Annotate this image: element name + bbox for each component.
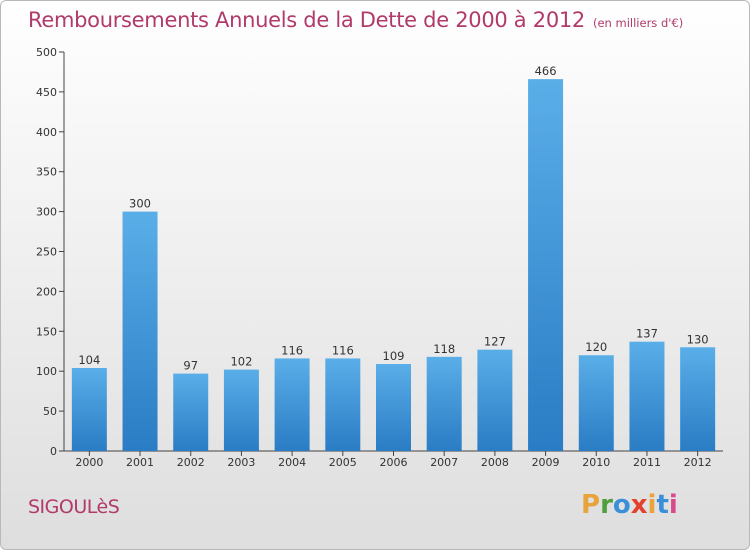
y-tick-label: 300 (36, 206, 57, 219)
value-label-2012: 130 (687, 332, 709, 346)
chart-title-main: Remboursements Annuels de la Dette de 20… (28, 8, 585, 32)
value-label-2007: 118 (433, 342, 455, 356)
bar-2000 (71, 368, 107, 451)
bar-2010 (578, 355, 614, 451)
bar-2003 (223, 369, 259, 451)
x-tick-label-2006: 2006 (380, 456, 408, 469)
bar-2006 (376, 364, 411, 451)
y-tick-label: 0 (50, 445, 57, 458)
value-label-2010: 120 (585, 340, 607, 354)
axes: 0 50 100 150 200 250 300 350 400 450 500 2000 2001 20… (36, 46, 723, 469)
value-label-2004: 116 (281, 343, 303, 357)
bar-2002 (173, 373, 209, 451)
bar-2004 (274, 358, 310, 451)
value-label-2008: 127 (484, 335, 506, 349)
logo-letter: o (612, 490, 631, 520)
x-tick-label-2004: 2004 (278, 456, 306, 469)
y-tick-label: 350 (36, 166, 57, 179)
value-label-2009: 466 (535, 64, 557, 78)
y-tick-label: 400 (36, 126, 57, 139)
value-label-2003: 102 (230, 355, 252, 369)
logo-letter: i (668, 490, 678, 520)
chart-title-unit: (en milliers d'€) (593, 16, 684, 30)
x-tick-label-2001: 2001 (126, 456, 154, 469)
y-tick-label: 150 (36, 325, 57, 338)
town-name: SIGOULèS (28, 496, 120, 518)
logo-letter: P (581, 490, 601, 520)
y-tick-label: 200 (36, 285, 57, 298)
bar-2005 (325, 358, 361, 451)
y-tick-label: 100 (36, 365, 57, 378)
logo-letter: r (600, 490, 613, 520)
y-tick-label: 450 (36, 86, 57, 99)
value-label-2006: 109 (383, 349, 405, 363)
x-tick-label-2008: 2008 (481, 456, 509, 469)
value-labels: 104 300 97 102 116 116 109 118 127 466 120 137 130 (78, 64, 708, 372)
x-tick-label-2000: 2000 (75, 456, 103, 469)
proxiti-logo: Proxiti (581, 490, 678, 520)
bar-2012 (680, 347, 716, 451)
bar-2009 (528, 79, 564, 451)
x-tick-label-2010: 2010 (582, 456, 610, 469)
value-label-2000: 104 (78, 353, 100, 367)
x-tick-label-2012: 2012 (684, 456, 712, 469)
bar-2001 (122, 211, 158, 451)
logo-letter: t (656, 490, 669, 520)
x-tick-label-2009: 2009 (532, 456, 560, 469)
x-tick-label-2003: 2003 (227, 456, 255, 469)
bar-2011 (629, 341, 665, 451)
chart-title: Remboursements Annuels de la Dette de 20… (28, 8, 683, 32)
y-tick-label: 250 (36, 246, 57, 259)
x-tick-label-2011: 2011 (633, 456, 661, 469)
value-label-2002: 97 (183, 359, 198, 373)
x-tick-label-2005: 2005 (329, 456, 357, 469)
bar-2007 (426, 356, 462, 451)
logo-letter: i (647, 490, 657, 520)
value-label-2005: 116 (332, 343, 354, 357)
value-label-2011: 137 (636, 327, 658, 341)
bar-2008 (477, 349, 513, 451)
value-label-2001: 300 (129, 197, 151, 211)
x-tick-label-2002: 2002 (177, 456, 205, 469)
x-tick-label-2007: 2007 (430, 456, 458, 469)
logo-letter: x (630, 490, 648, 520)
y-tick-label: 500 (36, 46, 57, 59)
bars (71, 79, 716, 451)
y-tick-label: 50 (43, 405, 57, 418)
